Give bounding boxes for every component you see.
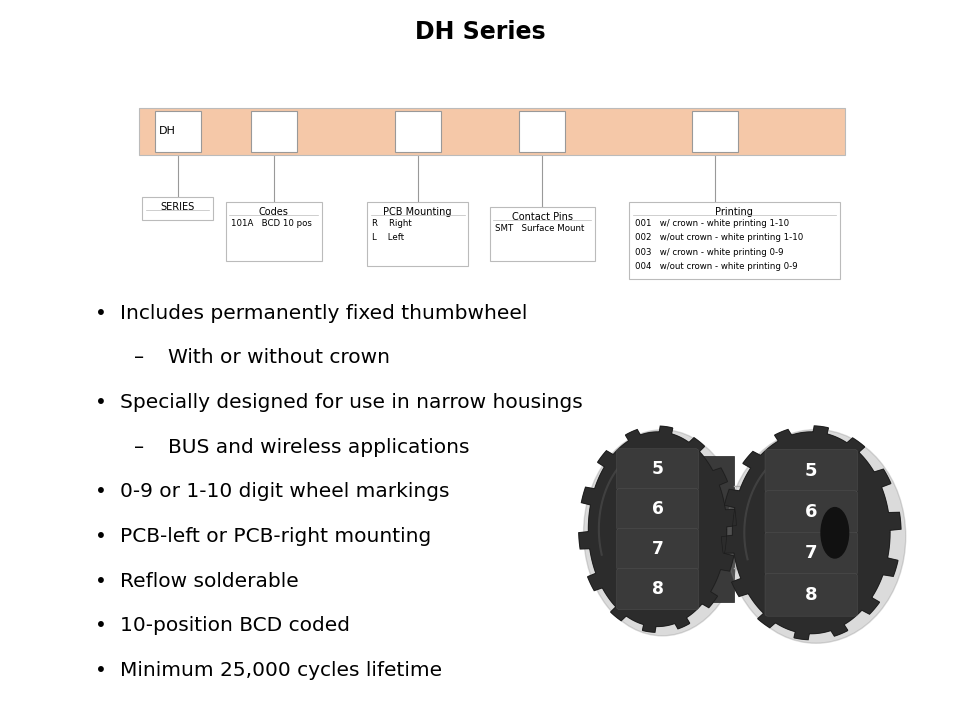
Polygon shape: [722, 426, 900, 639]
Text: 101A   BCD 10 pos: 101A BCD 10 pos: [231, 219, 312, 228]
Text: •: •: [95, 304, 107, 323]
FancyBboxPatch shape: [519, 111, 565, 153]
FancyBboxPatch shape: [367, 202, 468, 266]
Text: DH: DH: [159, 127, 177, 136]
Text: •: •: [95, 393, 107, 412]
Text: Contact Pins: Contact Pins: [512, 212, 573, 222]
Text: 002   w/out crown - white printing 1-10: 002 w/out crown - white printing 1-10: [635, 233, 803, 243]
Text: PCB Mounting: PCB Mounting: [383, 207, 452, 217]
Text: L    Left: L Left: [372, 233, 404, 243]
Text: 7: 7: [652, 540, 663, 558]
FancyBboxPatch shape: [765, 532, 857, 575]
Text: –: –: [134, 348, 144, 367]
Text: •: •: [95, 616, 107, 635]
FancyBboxPatch shape: [251, 111, 297, 153]
Text: 6: 6: [652, 500, 663, 518]
FancyBboxPatch shape: [616, 568, 699, 610]
Text: 5: 5: [652, 460, 663, 478]
Polygon shape: [579, 426, 736, 632]
FancyBboxPatch shape: [395, 111, 441, 153]
FancyBboxPatch shape: [692, 111, 738, 153]
Text: 8: 8: [652, 580, 663, 598]
FancyBboxPatch shape: [155, 111, 201, 153]
Text: Minimum 25,000 cycles lifetime: Minimum 25,000 cycles lifetime: [120, 661, 443, 680]
FancyBboxPatch shape: [226, 202, 322, 261]
Text: BUS and wireless applications: BUS and wireless applications: [168, 438, 469, 456]
FancyBboxPatch shape: [696, 456, 733, 602]
FancyBboxPatch shape: [139, 108, 845, 155]
Text: –: –: [134, 438, 144, 456]
Text: SERIES: SERIES: [160, 202, 195, 212]
Text: 10-position BCD coded: 10-position BCD coded: [120, 616, 350, 635]
FancyBboxPatch shape: [616, 528, 699, 570]
Text: 6: 6: [804, 503, 818, 521]
FancyBboxPatch shape: [142, 197, 213, 220]
Ellipse shape: [584, 430, 741, 636]
Text: 0-9 or 1-10 digit wheel markings: 0-9 or 1-10 digit wheel markings: [120, 482, 449, 501]
FancyBboxPatch shape: [629, 202, 840, 279]
FancyBboxPatch shape: [490, 207, 595, 261]
FancyBboxPatch shape: [616, 449, 699, 490]
Text: •: •: [95, 527, 107, 546]
FancyBboxPatch shape: [616, 489, 699, 530]
FancyBboxPatch shape: [765, 449, 857, 492]
FancyBboxPatch shape: [765, 574, 857, 616]
Text: 004   w/out crown - white printing 0-9: 004 w/out crown - white printing 0-9: [635, 262, 797, 271]
FancyBboxPatch shape: [765, 491, 857, 534]
Text: Reflow solderable: Reflow solderable: [120, 572, 299, 590]
Text: Codes: Codes: [258, 207, 289, 217]
Text: Includes permanently fixed thumbwheel: Includes permanently fixed thumbwheel: [120, 304, 527, 323]
Text: Specially designed for use in narrow housings: Specially designed for use in narrow hou…: [120, 393, 583, 412]
Text: R    Right: R Right: [372, 219, 412, 228]
Text: With or without crown: With or without crown: [168, 348, 390, 367]
Text: SMT   Surface Mount: SMT Surface Mount: [495, 224, 585, 233]
Text: •: •: [95, 482, 107, 501]
Text: •: •: [95, 572, 107, 590]
Ellipse shape: [821, 508, 849, 558]
Text: •: •: [95, 661, 107, 680]
Text: Printing: Printing: [715, 207, 754, 217]
Text: 7: 7: [804, 544, 818, 562]
Text: PCB-left or PCB-right mounting: PCB-left or PCB-right mounting: [120, 527, 431, 546]
Text: 5: 5: [804, 462, 818, 480]
Text: 8: 8: [804, 586, 818, 604]
Ellipse shape: [727, 430, 905, 643]
Text: 001   w/ crown - white printing 1-10: 001 w/ crown - white printing 1-10: [635, 219, 789, 228]
Text: 003   w/ crown - white printing 0-9: 003 w/ crown - white printing 0-9: [635, 248, 783, 257]
Text: DH Series: DH Series: [415, 20, 545, 45]
